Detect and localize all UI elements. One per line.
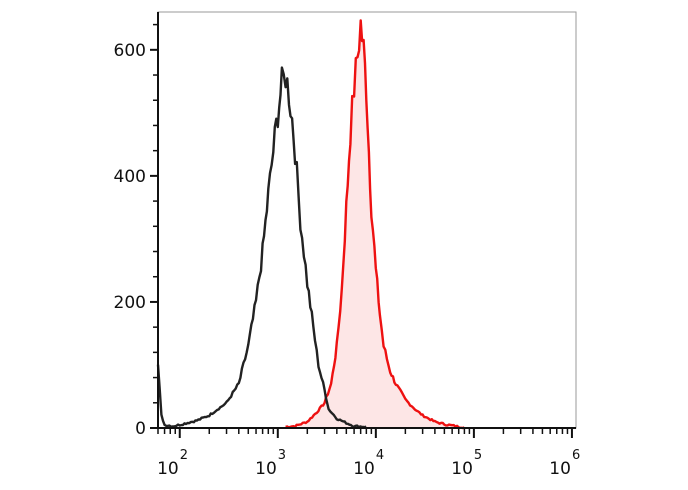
x-tick-base: 10	[157, 459, 179, 479]
x-tick-base: 10	[255, 459, 277, 479]
x-tick-label: 103	[255, 448, 286, 479]
series-1-area	[285, 20, 465, 428]
x-tick-exponent: 6	[572, 448, 580, 463]
x-tick-label: 102	[157, 448, 188, 479]
x-tick-exponent: 3	[278, 448, 286, 463]
x-tick-label: 106	[549, 448, 580, 479]
y-tick-label: 400	[114, 167, 146, 187]
x-tick-exponent: 2	[180, 448, 188, 463]
x-tick-label: 105	[451, 448, 482, 479]
x-tick-exponent: 4	[376, 448, 384, 463]
x-tick-exponent: 5	[474, 448, 482, 463]
y-tick-label: 600	[114, 41, 146, 61]
y-tick-label: 200	[114, 293, 146, 313]
series-0-line	[156, 66, 367, 429]
x-tick-base: 10	[549, 459, 571, 479]
series-1-line	[285, 19, 465, 430]
x-tick-base: 10	[353, 459, 375, 479]
y-axis: 0 200 400 600	[114, 23, 158, 439]
series-layer	[156, 19, 465, 430]
x-tick-base: 10	[451, 459, 473, 479]
y-tick-label: 0	[135, 419, 146, 439]
x-tick-label: 104	[353, 448, 384, 479]
